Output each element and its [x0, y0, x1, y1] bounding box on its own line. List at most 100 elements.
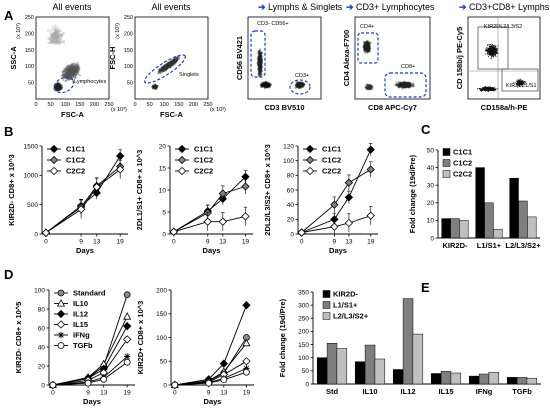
event-dot	[56, 87, 60, 90]
event-dot	[58, 87, 61, 90]
event-dot	[60, 86, 63, 89]
event-dot	[66, 66, 70, 69]
event-dot	[67, 78, 71, 81]
event-dot	[57, 87, 60, 90]
y-tick-label: 10	[159, 187, 167, 194]
legend-swatch	[442, 159, 451, 167]
event-dot	[161, 69, 164, 72]
event-dot	[56, 87, 59, 90]
event-dot	[166, 67, 169, 70]
event-dot	[168, 62, 171, 65]
event-dot	[57, 82, 60, 85]
event-dot	[175, 60, 178, 63]
data-point	[242, 357, 251, 366]
event-dot	[55, 87, 58, 90]
event-dot	[53, 28, 57, 31]
event-dot	[163, 67, 166, 70]
event-dot	[158, 71, 161, 75]
event-dot	[68, 68, 71, 71]
bar	[412, 333, 424, 385]
event-dot	[170, 61, 173, 64]
event-dot	[55, 84, 59, 87]
event-dot	[54, 31, 57, 35]
bar	[441, 218, 451, 239]
event-dot	[59, 85, 62, 88]
legend-label: C1C1	[453, 148, 472, 157]
event-dot	[173, 61, 176, 64]
event-dot	[76, 65, 80, 68]
event-dot	[68, 65, 71, 69]
event-dot	[161, 70, 165, 73]
event-dot	[162, 67, 165, 70]
event-dot	[169, 61, 172, 65]
event-dot	[71, 74, 75, 77]
y-axis-label: KIR2D+ CD8+ x 10^3	[136, 301, 145, 375]
event-dot	[56, 82, 59, 86]
event-dot	[53, 38, 57, 41]
event-dot	[56, 85, 59, 88]
data-point	[243, 368, 250, 376]
event-dot	[165, 65, 168, 68]
event-dot	[65, 71, 68, 75]
event-dot	[68, 67, 71, 71]
event-dot	[69, 69, 73, 72]
event-dot	[69, 69, 72, 73]
y-tick-label: 150	[298, 342, 309, 349]
event-dot	[172, 60, 175, 63]
x-tick-label: 19	[117, 239, 125, 246]
event-dot	[57, 29, 60, 32]
event-dot	[165, 63, 168, 67]
event-dot	[71, 69, 75, 72]
event-dot	[58, 87, 61, 90]
event-dot	[71, 63, 74, 66]
bar	[316, 357, 328, 385]
event-dot	[60, 74, 63, 78]
event-dot	[73, 68, 76, 71]
event-dot	[72, 65, 75, 68]
event-dot	[56, 42, 59, 45]
y-tick-label: 250	[25, 15, 34, 21]
event-dot	[171, 63, 174, 67]
event-dot	[55, 86, 58, 89]
event-dot	[56, 83, 60, 86]
series-line	[173, 215, 246, 233]
event-dot	[56, 29, 59, 33]
event-dot	[67, 71, 70, 74]
event-dot	[490, 53, 492, 56]
event-dot	[161, 67, 164, 70]
event-dot	[77, 67, 80, 70]
event-dot	[68, 72, 72, 76]
event-dot	[57, 84, 60, 87]
event-dot	[71, 67, 75, 70]
x-tick-label: 19	[367, 239, 375, 246]
event-dot	[63, 76, 66, 80]
event-dot	[67, 71, 71, 74]
event-dot	[174, 59, 177, 62]
y-axis-label: FSC-H	[108, 47, 117, 70]
event-dot	[489, 44, 491, 46]
x-axis-label: CD158a/h-PE	[481, 103, 528, 112]
event-dot	[169, 63, 172, 66]
event-dot	[160, 69, 163, 72]
event-dot	[163, 67, 166, 70]
event-dot	[49, 31, 52, 34]
series-c1c2	[169, 178, 250, 236]
event-dot	[58, 83, 61, 86]
event-dot	[53, 29, 57, 32]
event-dot	[71, 71, 75, 74]
legend-marker	[305, 144, 315, 154]
event-dot	[56, 31, 59, 35]
bar	[509, 177, 519, 239]
event-dot	[71, 67, 75, 70]
event-dot	[164, 65, 167, 69]
event-dot	[67, 72, 71, 75]
event-dot	[161, 67, 164, 70]
event-dot	[68, 72, 71, 75]
y-axis-label: KIR2D- CD8+ x 10^3	[7, 154, 16, 226]
event-dot	[55, 83, 58, 87]
event-dot	[55, 35, 59, 39]
event-dot	[166, 64, 169, 67]
data-point	[330, 222, 339, 231]
